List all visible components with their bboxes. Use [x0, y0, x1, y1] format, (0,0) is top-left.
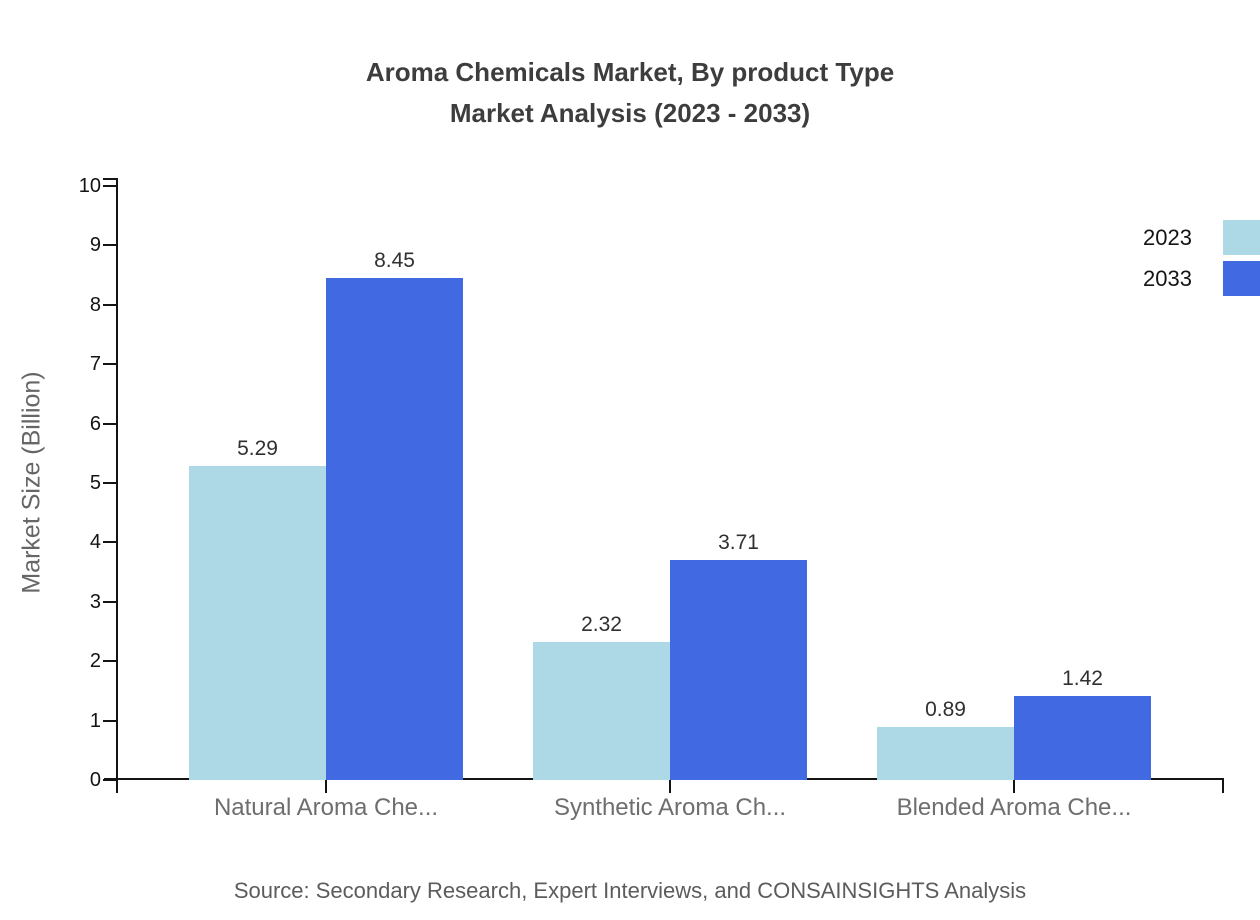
category-label: Natural Aroma Che... [213, 794, 439, 821]
y-axis-line [116, 178, 118, 793]
legend-item-2033: 2033 [1143, 261, 1260, 296]
y-tick-label: 9 [89, 234, 101, 257]
y-tick [103, 303, 118, 306]
bar-value-label: 8.45 [374, 249, 415, 273]
x-tick [325, 780, 327, 793]
legend-label: 2023 [1143, 225, 1192, 250]
bar-2023-category-3 [877, 727, 1014, 780]
chart-title-line2: Market Analysis (2023 - 2033) [449, 98, 811, 128]
bar-2033-category-2 [670, 559, 807, 780]
legend-item-2023: 2023 [1143, 220, 1260, 255]
x-tick [669, 780, 671, 793]
y-tick-label: 10 [78, 175, 101, 197]
y-tick [103, 600, 118, 603]
bar-2033-category-3 [1014, 695, 1151, 780]
y-tick [103, 363, 118, 366]
y-tick [103, 541, 118, 544]
source-note: Source: Secondary Research, Expert Inter… [233, 878, 1027, 903]
y-tick-label: 0 [89, 769, 101, 791]
bar-2023-category-2 [533, 642, 670, 780]
y-tick-label: 5 [89, 472, 101, 494]
y-tick [103, 719, 118, 722]
legend-label: 2033 [1143, 266, 1192, 291]
y-tick-label: 1 [89, 709, 101, 732]
y-tick [103, 482, 118, 484]
legend-swatch [1223, 261, 1260, 296]
y-tick-label: 3 [89, 590, 101, 613]
y-tick [103, 779, 118, 781]
y-tick-label: 6 [89, 412, 101, 435]
y-axis-endcap-tick [103, 178, 118, 180]
bar-value-label: 3.71 [718, 530, 759, 554]
x-tick [1013, 780, 1015, 793]
legend: 2023 2033 [1143, 220, 1260, 302]
y-tick-label: 4 [89, 531, 101, 554]
x-axis-end-tick [1222, 780, 1224, 793]
chart-title: Aroma Chemicals Market, By product Type … [0, 52, 1260, 134]
bar-2033-category-1 [326, 278, 463, 780]
y-tick [103, 422, 118, 425]
y-tick-label: 7 [89, 353, 101, 376]
bar-value-label: 0.89 [925, 698, 966, 722]
bar-value-label: 5.29 [237, 436, 278, 460]
category-label: Blended Aroma Che... [896, 794, 1132, 821]
bar-value-label: 1.42 [1062, 666, 1103, 690]
chart-title-line1: Aroma Chemicals Market, By product Type [365, 57, 895, 87]
legend-swatch [1223, 220, 1260, 255]
y-axis-title: Market Size (Billion) [17, 371, 46, 594]
bar-2023-category-1 [189, 465, 326, 780]
y-tick [103, 660, 118, 663]
y-tick-label: 2 [89, 650, 101, 673]
bar-value-label: 2.32 [581, 613, 622, 637]
y-tick [103, 185, 118, 187]
category-label: Synthetic Aroma Ch... [553, 794, 787, 821]
y-tick [103, 244, 118, 247]
y-tick-label: 8 [89, 293, 101, 316]
